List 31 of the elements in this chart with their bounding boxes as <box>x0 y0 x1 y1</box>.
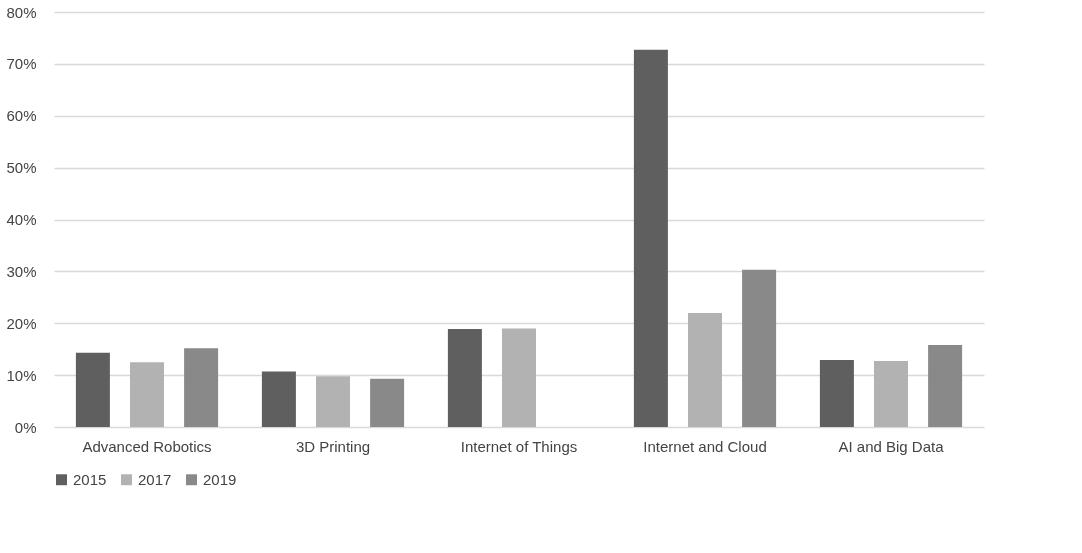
legend-label: 2019 <box>203 470 237 488</box>
bar <box>75 352 110 427</box>
bar <box>130 362 164 427</box>
bar <box>184 348 219 427</box>
legend-label: 2015 <box>73 470 107 488</box>
bar <box>742 269 777 427</box>
bar <box>633 49 668 427</box>
bar <box>688 312 722 427</box>
bar <box>447 328 482 427</box>
x-tick-label: AI and Big Data <box>838 437 945 455</box>
x-tick-label: Internet and Cloud <box>643 437 767 455</box>
y-tick-label: 0% <box>14 418 37 436</box>
bar <box>502 328 536 427</box>
bar <box>874 361 908 427</box>
x-tick-label: 3D Printing <box>295 437 371 455</box>
bar <box>316 376 350 427</box>
y-tick-label: 40% <box>6 211 37 228</box>
y-tick-label: 70% <box>6 55 37 73</box>
bar <box>261 371 296 427</box>
y-tick-label: 10% <box>6 366 37 384</box>
y-tick-label: 50% <box>6 159 37 177</box>
y-tick-label: 30% <box>6 262 37 280</box>
legend-label: 2017 <box>138 470 172 488</box>
y-tick-label: 60% <box>6 107 37 125</box>
y-tick-label: 20% <box>6 314 37 332</box>
x-tick-label: Advanced Robotics <box>82 437 212 455</box>
bar <box>370 378 405 427</box>
bar <box>819 360 854 427</box>
y-tick-label: 80% <box>6 3 37 21</box>
bar <box>928 345 963 427</box>
x-tick-label: Internet of Things <box>460 437 578 455</box>
